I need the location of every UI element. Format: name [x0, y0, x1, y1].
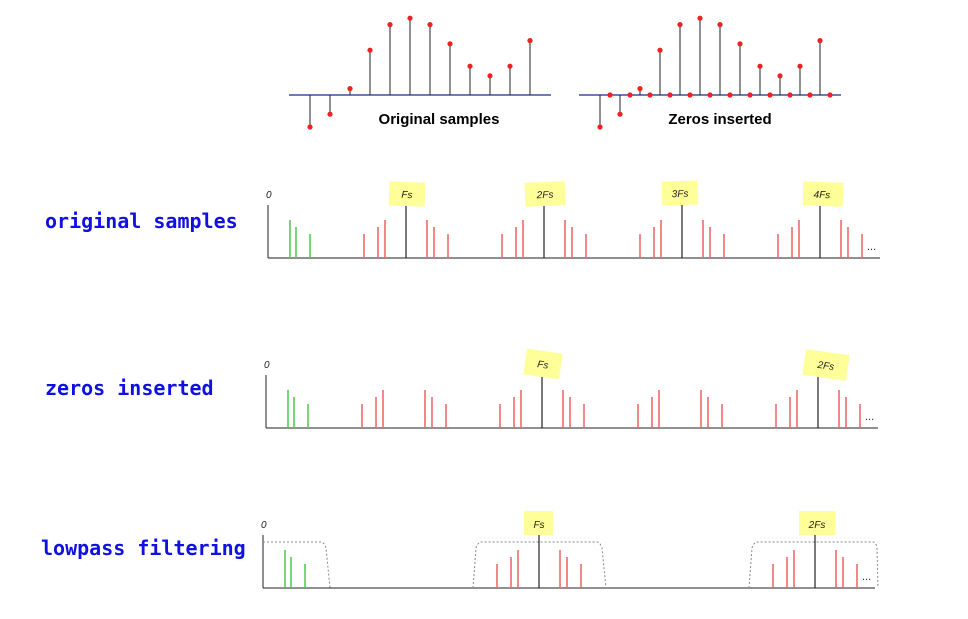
note-fs: Fs: [523, 348, 563, 380]
ellipsis: ...: [865, 411, 874, 423]
2fs-filter-response: [748, 541, 879, 589]
zero-tick-label: 0: [261, 520, 267, 531]
sample-point: [637, 86, 643, 92]
row-label-zeros-inserted: zeros inserted: [45, 376, 214, 400]
sample-point: [647, 92, 653, 98]
sample-point: [617, 111, 623, 117]
zeros-inserted-stems: [597, 15, 833, 130]
note-fs: Fs: [524, 511, 553, 535]
sample-point: [347, 86, 353, 92]
spectral-lines: [284, 535, 858, 588]
sample-point: [607, 92, 613, 98]
sample-point: [487, 73, 493, 79]
row-lowpass-filtering: lowpass filtering 0 Fs 2Fs ...: [41, 511, 879, 589]
row-zeros-inserted: zeros inserted 0 Fs 2Fs ...: [45, 348, 878, 429]
svg-text:2Fs: 2Fs: [816, 360, 835, 373]
sample-point: [667, 92, 673, 98]
sample-point: [697, 15, 703, 21]
sample-point: [707, 92, 713, 98]
sample-point: [467, 63, 473, 69]
svg-text:Fs: Fs: [401, 190, 412, 201]
sample-point: [747, 92, 753, 98]
sample-point: [757, 63, 763, 69]
svg-text:2Fs: 2Fs: [808, 520, 826, 531]
note-2fs: 2Fs: [799, 511, 835, 535]
svg-text:3Fs: 3Fs: [672, 189, 689, 201]
ellipsis: ...: [867, 241, 876, 253]
sample-point: [717, 22, 723, 28]
row-label-lowpass-filtering: lowpass filtering: [41, 536, 246, 560]
sample-point: [407, 15, 413, 21]
ellipsis: ...: [862, 571, 871, 583]
sample-point: [827, 92, 833, 98]
sample-point: [327, 111, 333, 117]
sample-point: [687, 92, 693, 98]
sample-point: [527, 38, 533, 44]
note-2fs: 2Fs: [802, 349, 850, 381]
sample-point: [787, 92, 793, 98]
row-label-original-samples: original samples: [45, 209, 238, 233]
sample-point: [797, 63, 803, 69]
note-fs: Fs: [388, 181, 426, 207]
note-3fs: 3Fs: [661, 180, 699, 206]
sample-point: [807, 92, 813, 98]
svg-text:Fs: Fs: [533, 520, 544, 531]
note-2fs: 2Fs: [524, 181, 566, 207]
sample-point: [727, 92, 733, 98]
sample-point: [817, 38, 823, 44]
note-4fs: 4Fs: [802, 181, 844, 207]
sample-point: [447, 41, 453, 47]
svg-text:2Fs: 2Fs: [536, 190, 554, 202]
sample-point: [657, 47, 663, 53]
sample-point: [427, 22, 433, 28]
original-samples-caption: Original samples: [379, 111, 500, 128]
sample-point: [307, 124, 313, 130]
row-original-samples: original samples 0 Fs 2Fs 3Fs 4Fs ...: [45, 180, 880, 259]
sample-point: [387, 22, 393, 28]
sample-point: [767, 92, 773, 98]
svg-text:Fs: Fs: [537, 359, 550, 371]
zero-tick-label: 0: [266, 190, 272, 201]
sample-point: [737, 41, 743, 47]
original-samples-panel: Original samples: [289, 15, 551, 130]
baseband-filter-response: [263, 541, 331, 589]
sample-point: [677, 22, 683, 28]
sample-point: [367, 47, 373, 53]
zero-tick-label: 0: [264, 360, 270, 371]
sample-point: [507, 63, 513, 69]
original-samples-stems: [307, 15, 533, 130]
spectral-lines: [287, 375, 861, 428]
zeros-inserted-caption: Zeros inserted: [668, 111, 771, 128]
sample-point: [777, 73, 783, 79]
zeros-inserted-panel: Zeros inserted: [579, 15, 841, 130]
svg-text:4Fs: 4Fs: [813, 190, 830, 202]
sample-point: [597, 124, 603, 130]
spectral-lines: [289, 205, 863, 258]
sample-point: [627, 92, 633, 98]
